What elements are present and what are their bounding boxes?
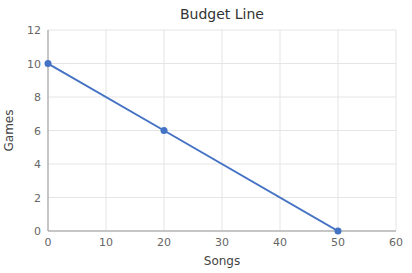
tick-labels: 0 10 20 30 40 50 60 0 2 4 6 8 10 12 [27,24,403,249]
x-tick-label: 0 [45,236,52,249]
marker [45,60,52,67]
y-tick-label: 8 [34,91,41,104]
y-grid-line [48,97,396,98]
y-grid-line [48,231,396,232]
x-tick-label: 20 [157,236,171,249]
x-tick-label: 60 [389,236,403,249]
y-grid-line [48,130,396,131]
y-tick-label: 6 [34,125,41,138]
x-tick-label: 40 [273,236,287,249]
marker [335,228,342,235]
y-grid-line [48,63,396,64]
background [0,0,412,273]
y-tick-label: 2 [34,192,41,205]
y-tick-label: 0 [34,225,41,238]
y-grid-line [48,197,396,198]
x-tick-label: 30 [215,236,229,249]
y-tick-label: 10 [27,58,41,71]
grid [48,30,396,231]
chart: 0 10 20 30 40 50 60 0 2 4 6 8 10 12 Budget Line Songs Ga… [0,0,412,273]
y-tick-label: 4 [34,158,41,171]
markers [45,60,342,235]
x-axis-line [48,231,396,232]
y-axis-label: Games [2,110,16,152]
data-area [48,64,338,232]
line [48,64,338,232]
y-grid-line [48,30,396,31]
x-tick-label: 10 [99,236,113,249]
x-axis-label: Songs [204,254,240,268]
x-tick-label: 50 [331,236,345,249]
title: Budget Line [180,6,264,22]
y-tick-label: 12 [27,24,41,37]
marker [161,127,168,134]
